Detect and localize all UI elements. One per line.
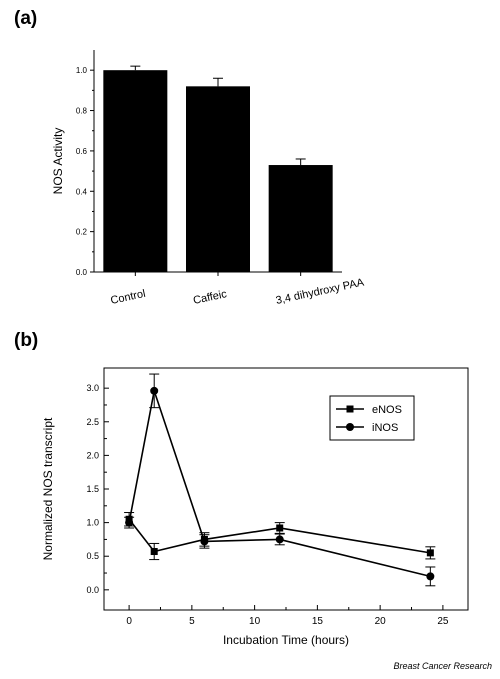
y-tick-label: 0.5: [86, 551, 99, 561]
y-tick-label: 2.5: [86, 417, 99, 427]
data-point-eNOS: [276, 524, 284, 532]
y-axis-label: Normalized NOS transcript: [41, 417, 55, 560]
x-axis-label: Incubation Time (hours): [223, 633, 349, 647]
legend-label-iNOS: iNOS: [372, 422, 398, 434]
x-category-label: 3,4 dihydroxy PAA: [275, 276, 366, 307]
bar: [268, 165, 333, 272]
data-point-iNOS: [125, 518, 134, 527]
y-tick-label: 1.0: [86, 518, 99, 528]
data-point-iNOS: [426, 572, 435, 581]
legend-label-eNOS: eNOS: [372, 404, 402, 416]
x-tick-label: 10: [249, 616, 261, 627]
x-category-label: Caffeic: [192, 288, 228, 307]
x-tick-label: 5: [189, 616, 195, 627]
source-credit: Breast Cancer Research: [393, 661, 492, 671]
data-point-iNOS: [200, 537, 209, 546]
legend-marker-eNOS: [346, 405, 354, 413]
y-tick-label: 0.6: [76, 147, 88, 156]
bar: [103, 70, 168, 272]
data-point-eNOS: [150, 548, 158, 556]
legend-box: [329, 395, 415, 441]
legend-marker-iNOS: [346, 423, 354, 431]
y-tick-label: 0.0: [86, 585, 99, 595]
panel-label-b: (b): [14, 330, 39, 351]
y-tick-label: 2.0: [86, 450, 99, 460]
y-tick-label: 0.2: [76, 228, 88, 237]
y-tick-label: 3.0: [86, 383, 99, 393]
y-tick-label: 0.8: [76, 107, 88, 116]
x-category-label: Control: [109, 288, 146, 307]
panel-label-a: (a): [14, 8, 38, 29]
line-chart-nos-transcript: 0 5 10 15 20 25 0.0 0.5 1.0 1.5 2.0 2.5 3.0 Incubatio…: [41, 367, 469, 647]
y-tick-label: 1.0: [76, 66, 88, 75]
y-tick-label: 0.0: [76, 268, 88, 277]
bar: [186, 86, 250, 272]
y-tick-label: 1.5: [86, 484, 99, 494]
x-tick-label: 20: [375, 616, 387, 627]
y-axis-label: NOS Activity: [51, 128, 65, 195]
bar-chart-nos-activity: 0.0 0.2 0.4 0.6 0.8 1.0 NOS Activity Control Caf…: [51, 50, 366, 307]
data-point-eNOS: [426, 549, 434, 557]
data-point-iNOS: [275, 535, 284, 544]
y-tick-label: 0.4: [76, 187, 88, 196]
x-tick-label: 0: [126, 616, 132, 627]
x-tick-label: 25: [437, 616, 449, 627]
data-point-iNOS: [150, 386, 159, 395]
x-tick-label: 15: [312, 616, 324, 627]
